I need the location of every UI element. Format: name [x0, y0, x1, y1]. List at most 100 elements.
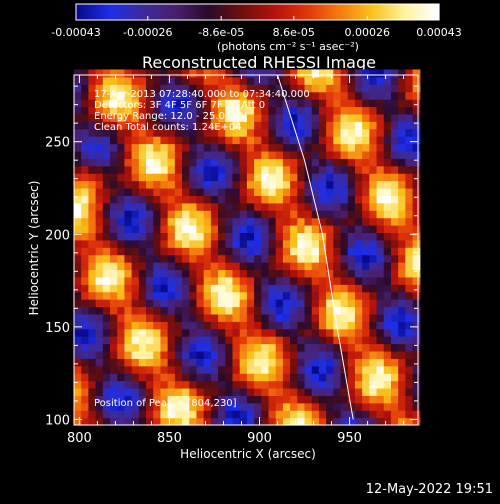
heatmap-cell — [311, 247, 320, 256]
heatmap-cell — [376, 232, 385, 241]
heatmap-cell — [81, 91, 89, 100]
heatmap-cell — [254, 262, 262, 271]
heatmap-cell — [340, 158, 349, 167]
heatmap-cell — [210, 328, 219, 337]
heatmap-cell — [124, 336, 133, 345]
heatmap-cell — [354, 232, 363, 241]
heatmap-cell — [102, 291, 111, 300]
heatmap-cell — [81, 143, 89, 152]
heatmap-cell — [160, 269, 169, 278]
heatmap-cell — [196, 269, 205, 278]
heatmap-cell — [290, 180, 298, 189]
heatmap-cell — [261, 380, 270, 389]
heatmap-cell — [412, 121, 421, 130]
heatmap-cell — [246, 225, 255, 234]
heatmap-cell — [124, 343, 133, 352]
heatmap-cell — [196, 217, 205, 226]
heatmap-cell — [196, 210, 205, 219]
heatmap-cell — [110, 195, 118, 204]
heatmap-cell — [405, 284, 414, 293]
heatmap-cell — [189, 136, 198, 145]
heatmap-cell — [189, 373, 198, 382]
colorbar-segment — [121, 4, 126, 20]
heatmap-cell — [88, 276, 97, 285]
heatmap-cell — [225, 306, 234, 315]
heatmap-cell — [398, 210, 406, 219]
heatmap-cell — [412, 76, 421, 85]
heatmap-cell — [340, 321, 349, 330]
heatmap-cell — [290, 106, 298, 115]
heatmap-cell — [153, 336, 162, 345]
heatmap-cell — [275, 121, 284, 130]
heatmap-cell — [74, 343, 82, 352]
heatmap-cell — [376, 313, 385, 322]
heatmap-cell — [131, 173, 140, 182]
heatmap-cell — [196, 69, 205, 78]
heatmap-cell — [347, 76, 356, 85]
heatmap-cell — [102, 284, 111, 293]
heatmap-cell — [160, 365, 169, 374]
heatmap-cell — [146, 313, 154, 322]
heatmap-cell — [376, 165, 385, 174]
heatmap-cell — [369, 150, 378, 159]
heatmap-cell — [347, 284, 356, 293]
heatmap-cell — [203, 395, 212, 404]
heatmap-cell — [326, 187, 334, 196]
heatmap-cell — [174, 380, 183, 389]
heatmap-cell — [297, 291, 306, 300]
heatmap-cell — [153, 158, 162, 167]
colorbar-segment — [414, 4, 419, 20]
heatmap-cell — [297, 336, 306, 345]
heatmap-cell — [160, 217, 169, 226]
heatmap-cell — [246, 387, 255, 396]
colorbar-segment — [381, 4, 386, 20]
heatmap-cell — [160, 128, 169, 137]
heatmap-cell — [239, 262, 248, 271]
heatmap-cell — [210, 187, 219, 196]
heatmap-cell — [318, 387, 327, 396]
heatmap-cell — [81, 387, 89, 396]
heatmap-cell — [354, 306, 363, 315]
heatmap-cell — [146, 150, 154, 159]
heatmap-cell — [282, 336, 291, 345]
heatmap-cell — [74, 365, 82, 374]
heatmap-cell — [110, 69, 118, 78]
heatmap-cell — [304, 262, 313, 271]
heatmap-cell — [254, 387, 262, 396]
heatmap-cell — [95, 69, 104, 78]
heatmap-cell — [290, 291, 298, 300]
heatmap-cell — [390, 306, 399, 315]
heatmap-cell — [203, 225, 212, 234]
heatmap-cell — [412, 91, 421, 100]
heatmap-cell — [218, 195, 226, 204]
heatmap-cell — [102, 225, 111, 234]
heatmap-cell — [246, 187, 255, 196]
colorbar-segment — [426, 4, 431, 20]
heatmap-cell — [182, 328, 190, 337]
heatmap-cell — [261, 91, 270, 100]
heatmap-cell — [167, 336, 176, 345]
heatmap-cell — [362, 350, 370, 359]
heatmap-cell — [74, 136, 82, 145]
heatmap-cell — [254, 321, 262, 330]
heatmap-cell — [246, 276, 255, 285]
heatmap-cell — [282, 269, 291, 278]
heatmap-cell — [326, 313, 334, 322]
colorbar-segment — [215, 4, 219, 20]
heatmap-cell — [383, 143, 392, 152]
heatmap-cell — [340, 106, 349, 115]
heatmap-cell — [362, 380, 370, 389]
heatmap-cell — [167, 417, 176, 426]
heatmap-cell — [369, 373, 378, 382]
heatmap-cell — [412, 113, 421, 122]
heatmap-cell — [405, 321, 414, 330]
heatmap-cell — [304, 217, 313, 226]
heatmap-cell — [124, 99, 133, 108]
heatmap-cell — [210, 380, 219, 389]
heatmap-cell — [304, 402, 313, 411]
heatmap-cell — [124, 232, 133, 241]
heatmap-cell — [117, 232, 126, 241]
heatmap-cell — [239, 269, 248, 278]
heatmap-cell — [189, 232, 198, 241]
heatmap-cell — [210, 387, 219, 396]
